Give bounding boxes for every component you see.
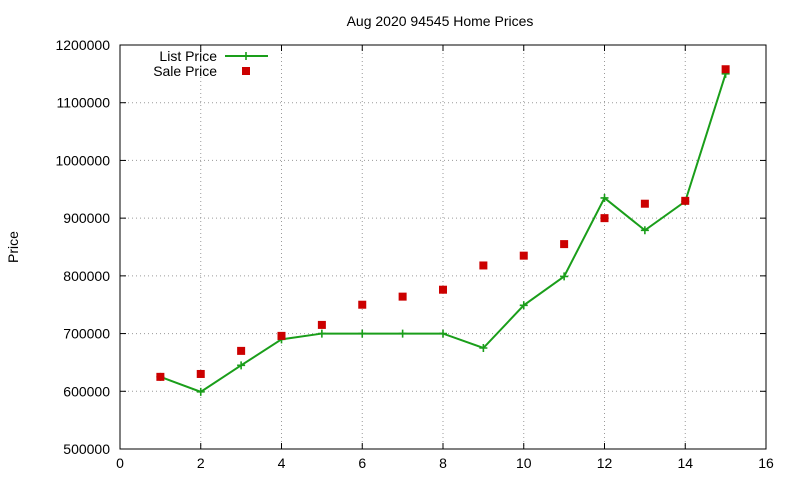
list-price-point: [560, 272, 569, 281]
x-tick-label: 12: [597, 455, 613, 471]
y-tick-label: 900000: [63, 210, 110, 226]
y-tick-labels: 500000 600000 700000 800000 900000 1000000 110…: [55, 37, 110, 457]
x-tick-label: 14: [677, 455, 693, 471]
x-tick-label: 10: [516, 455, 532, 471]
x-tick-label: 0: [116, 455, 124, 471]
sale-price-point: [237, 346, 246, 355]
sale-price-point: [560, 240, 569, 249]
x-tick-label: 6: [358, 455, 366, 471]
legend-marker-sale-price: [242, 67, 250, 75]
y-tick-label: 1000000: [55, 152, 110, 168]
list-price-point: [358, 329, 367, 338]
sale-price-point: [277, 331, 286, 340]
sale-price-point: [196, 369, 205, 378]
sale-price-point: [519, 251, 528, 260]
y-tick-label: 1200000: [55, 37, 110, 53]
sale-price-point: [721, 65, 730, 74]
x-tick-label: 16: [758, 455, 774, 471]
list-price-point: [600, 193, 609, 202]
list-price-point: [439, 329, 447, 338]
y-tick-label: 700000: [63, 326, 110, 342]
sale-price-point: [681, 196, 690, 205]
sale-price-point: [156, 372, 165, 381]
x-tick-label: 4: [278, 455, 286, 471]
y-tick-label: 1100000: [57, 95, 111, 111]
sale-price-point: [358, 300, 367, 309]
legend-marker-list-price: [242, 52, 250, 60]
series-layer: [156, 65, 730, 396]
sale-price-point: [398, 292, 407, 301]
x-tick-label: 8: [439, 455, 447, 471]
sale-price-point: [479, 261, 488, 270]
sale-price-point: [600, 214, 609, 223]
y-axis-label: Price: [5, 231, 21, 263]
y-tick-label: 500000: [63, 441, 110, 457]
sale-price-point: [317, 320, 326, 329]
legend-label-sale-price: Sale Price: [153, 63, 217, 79]
chart-title: Aug 2020 94545 Home Prices: [347, 13, 534, 29]
y-tick-label: 600000: [63, 383, 110, 399]
list-price-point: [479, 344, 488, 352]
sale-price-point: [640, 199, 649, 208]
axis-ticks: [119, 44, 767, 450]
list-price-point: [237, 361, 246, 370]
y-tick-label: 800000: [63, 268, 110, 284]
list-price-point: [640, 226, 649, 235]
list-price-point: [317, 329, 326, 338]
grid-lines: [120, 45, 766, 449]
legend-label-list-price: List Price: [159, 48, 217, 64]
list-price-point: [519, 301, 528, 310]
x-tick-label: 2: [197, 455, 205, 471]
sale-price-point: [439, 285, 447, 294]
list-price-point: [196, 387, 205, 396]
x-tick-labels: 0 2 4 6 8 10 12 14 16: [116, 455, 774, 471]
list-price-point: [398, 329, 407, 338]
